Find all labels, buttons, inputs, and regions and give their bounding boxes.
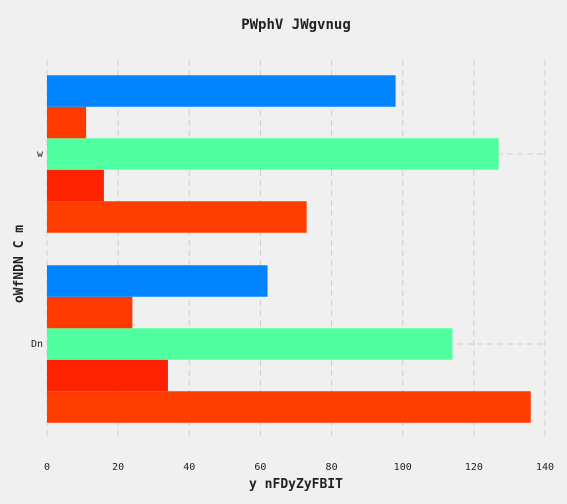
- bar: [47, 328, 453, 360]
- bar: [47, 106, 87, 139]
- x-tick-label: 20: [112, 462, 124, 473]
- x-tick-label: 80: [326, 462, 338, 473]
- x-tick-label: 60: [254, 462, 266, 473]
- x-tick-label: 100: [394, 462, 412, 473]
- ticks: 0 20 40 60 80 100 120 140 Dn w: [31, 149, 554, 473]
- x-tick-label: 40: [183, 462, 195, 473]
- bar: [47, 296, 133, 329]
- bar: [47, 201, 307, 233]
- bar: [47, 138, 499, 170]
- y-tick-label: Dn: [31, 339, 43, 350]
- y-axis-label: oWfNDN C m: [12, 225, 27, 303]
- x-tick-label: 140: [536, 462, 554, 473]
- x-tick-label: 0: [44, 462, 50, 473]
- x-tick-label: 120: [465, 462, 483, 473]
- bar: [47, 75, 396, 107]
- bar: [47, 169, 104, 202]
- bars: [47, 75, 531, 423]
- y-tick-label: w: [37, 149, 44, 160]
- bar: [47, 391, 531, 423]
- chart-title: PWphV JWgvnug: [241, 17, 351, 33]
- bar: [47, 265, 268, 297]
- bar: [47, 359, 168, 392]
- x-axis-label: y nFDyZyFBIT: [249, 477, 343, 492]
